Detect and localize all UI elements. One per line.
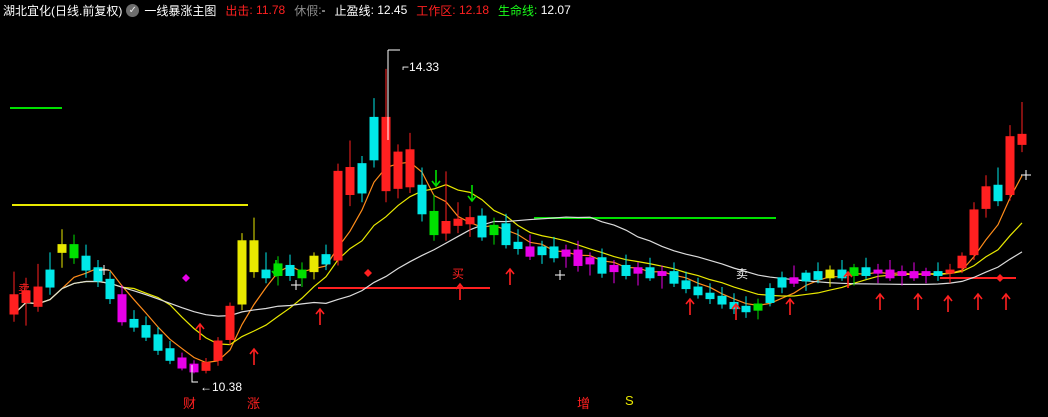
svg-text:买: 买 (452, 267, 464, 281)
field-chuji-label: 出击 (225, 3, 250, 18)
field-xiujia-value: - (321, 3, 326, 17)
high-price-annotation: ⌐14.33 (402, 60, 440, 74)
field-zhiyingxian-value: 12.45 (377, 3, 408, 17)
horizontal-segments (10, 107, 1016, 289)
stock-title: 湖北宜化(日线.前复权) (3, 3, 123, 18)
svg-text:卖: 卖 (736, 267, 748, 281)
svg-text:卖: 卖 (18, 282, 30, 296)
chart-header: 湖北宜化(日线.前复权) ✓ 一线暴涨主图 出击: 11.78 休假: - 止盈线… (0, 0, 1048, 20)
field-xiujia-label: 休假 (294, 3, 319, 18)
field-gongzuoqu-label: 工作区 (416, 3, 453, 18)
chart-canvas[interactable]: 卖买卖 (0, 20, 1048, 417)
bottom-label-cai: 财 (183, 396, 197, 411)
check-circle-icon[interactable]: ✓ (126, 3, 140, 17)
bottom-label-zeng: 增 (577, 396, 591, 411)
indicator-name: 一线暴涨主图 (144, 3, 217, 18)
low-price-annotation: ←10.38 (200, 380, 243, 394)
candle-series (9, 68, 1027, 374)
moving-average-lines (13, 161, 1023, 364)
field-shengmingxian-value: 12.07 (540, 3, 571, 17)
field-zhiyingxian-label: 止盈线 (334, 3, 371, 18)
field-shengmingxian-label: 生命线 (498, 3, 535, 18)
bottom-label-s: S (625, 393, 634, 408)
bottom-label-zhang: 涨 (247, 396, 261, 411)
signal-markers: 卖买卖 (18, 49, 1031, 383)
candlestick-plot[interactable]: 卖买卖 ⌐14.33 ←10.38 (0, 20, 1048, 417)
field-gongzuoqu-value: 12.18 (458, 3, 490, 17)
field-chuji-value: 11.78 (256, 3, 286, 17)
